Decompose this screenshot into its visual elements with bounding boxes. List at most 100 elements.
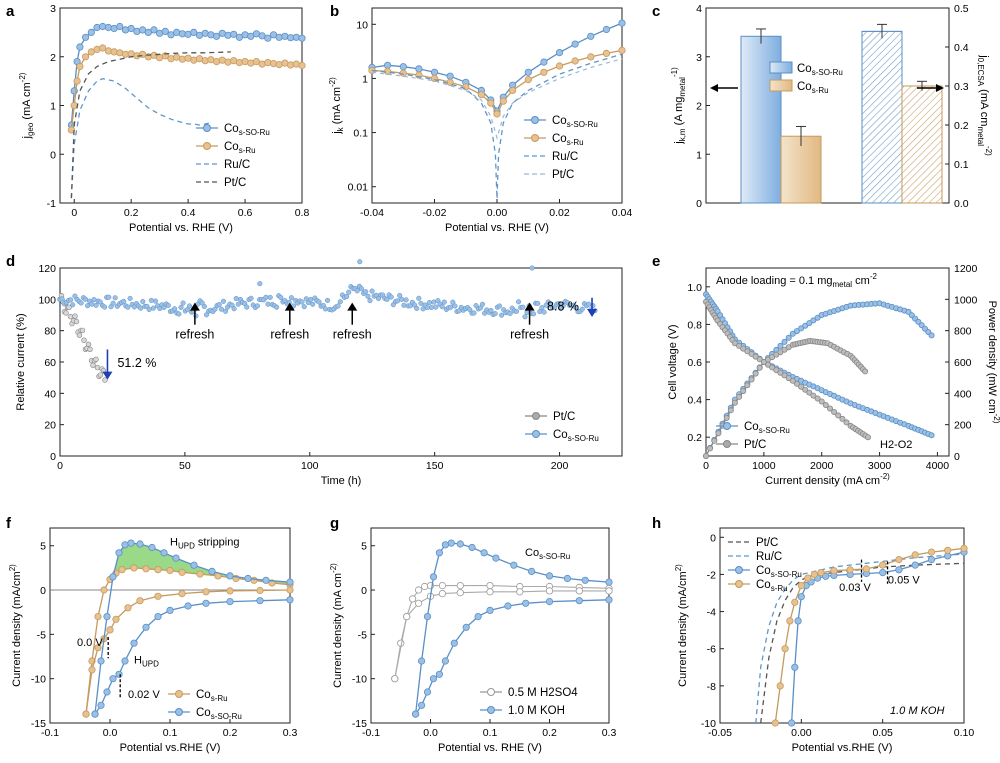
d-cosoru-point (165, 302, 171, 308)
b-series-1-point (487, 99, 495, 107)
e-series-3-point (744, 382, 751, 389)
y-tick-label-right: 800 (954, 326, 972, 338)
d-cosoru-point (89, 301, 95, 307)
y-tick-label: 0.01 (348, 182, 369, 194)
d-cosoru-point (337, 299, 343, 305)
f-series-2-point (97, 657, 105, 665)
y-tick-label: -15 (31, 718, 46, 730)
h-series-2-point (911, 561, 919, 569)
x-tick-label: 0.2 (223, 727, 238, 739)
x-tick-label: 1000 (752, 460, 776, 472)
h-legend-1-label: Ru/C (756, 551, 782, 563)
d-cosoru-point (59, 296, 65, 302)
d-cosoru-point (439, 304, 445, 310)
d-ptc-point (87, 346, 93, 352)
f-series-2-point (208, 567, 216, 576)
d-refresh-arrowhead (284, 302, 295, 311)
panel-a-chart: 0 0.2 0.4 0.6 0.8 -1 0 1 2 3 Potential vs. RHE (V)… (18, 3, 309, 234)
y-tick-label: 5 (361, 541, 367, 553)
d-ptc-point (76, 332, 83, 338)
y-tick-label: -10 (701, 718, 716, 730)
a-series-2-line (70, 78, 212, 199)
h-annotation-1: 0.05 V (888, 575, 920, 587)
a-legend-2-label: Ru/C (224, 159, 250, 171)
d-cosoru-point (78, 300, 84, 306)
h-legend-2-swatch (735, 566, 743, 574)
g-series-2-point (545, 572, 554, 580)
g-series-3-point (450, 639, 458, 647)
panel-h-chart: -0.05 0.00 0.05 0.10 -10 -8 -6 -4 -2 0 Potential v… (674, 527, 974, 754)
y-tick-label: 20 (44, 420, 56, 432)
panel-label-h: h (652, 515, 661, 532)
g-series-3-point (429, 675, 438, 683)
a-series-1-point (298, 61, 306, 70)
d-cosoru-point (403, 297, 409, 303)
f-series-3-point (91, 710, 99, 718)
g-series-2-point (510, 561, 518, 569)
a-series-1-point (178, 55, 186, 63)
y-tick-label-left: 0 (696, 198, 702, 210)
a-series-0-point (150, 26, 158, 34)
f-series-1-point (112, 615, 120, 623)
e-series-2-point (781, 372, 788, 379)
d-cosoru-point (324, 297, 331, 303)
b-series-0-point (587, 32, 595, 40)
h-series-3-point (810, 570, 818, 579)
d-cosoru-point (176, 311, 182, 317)
d-cosoru-point (218, 306, 224, 312)
y-tick-label-right: 0.5 (954, 3, 969, 15)
h-series-1-line (755, 553, 965, 724)
g-series-1-point (414, 599, 423, 607)
a-series-0-point (264, 34, 272, 42)
panel-label-e: e (652, 253, 660, 270)
b-series-1-point (540, 68, 548, 76)
b-series-1-point (477, 91, 485, 99)
d-legend-0-label: Pt/C (553, 411, 575, 423)
g-series-2-point (429, 573, 438, 581)
h-series-2-point (879, 568, 887, 577)
d-ptc-point (102, 377, 108, 383)
f-series-2-point (244, 574, 252, 583)
d-cosoru-point (448, 304, 454, 310)
d-cosoru-point (586, 301, 592, 307)
e-series-3-point (723, 414, 730, 421)
b-series-1-point (493, 110, 501, 118)
x-axis-label: Potential vs. RHE (V) (445, 222, 549, 234)
e-series-2-point (740, 345, 747, 352)
d-cosoru-point (522, 314, 528, 320)
y-tick-label: 3 (50, 3, 56, 15)
b-series-0-point (399, 63, 407, 71)
d-cosoru-point (516, 299, 522, 305)
h-series-2-point (794, 617, 802, 625)
d-ptc-point (66, 304, 72, 310)
y-axis-label: Current density (mA/cm2)​ (674, 564, 689, 687)
a-series-1-point (104, 47, 113, 55)
d-cosoru-point (346, 289, 352, 295)
c-arrowhead-right (936, 84, 944, 92)
y-tick-label-right: 0 (954, 451, 960, 463)
b-series-1-point (524, 76, 532, 84)
d-cosoru-point (424, 305, 430, 311)
c-arrowhead-left (710, 84, 718, 92)
b-series-1-line (371, 49, 623, 116)
f-series-0-point (196, 570, 204, 578)
e-series-3-point (703, 452, 710, 459)
x-tick-label: 0.00 (487, 207, 508, 219)
e-series-2-point (777, 369, 784, 376)
g-series-2-point (447, 539, 455, 547)
d-refresh-arrowhead (524, 302, 535, 311)
y-tick-label: -1 (47, 198, 56, 210)
d-cosoru-point (235, 301, 241, 307)
b-series-0-point (383, 61, 392, 69)
f-legend-0-label: Cos-Ru​ (196, 689, 228, 703)
b-series-0-point (618, 19, 626, 27)
d-cosoru-point (146, 306, 152, 313)
g-series-3-point (474, 612, 482, 621)
y-tick-label: 1 (50, 101, 56, 113)
d-cosoru-point (416, 295, 422, 301)
e-series-1-point (798, 325, 805, 332)
g-series-2-point (468, 543, 476, 552)
b-series-1-point (508, 86, 517, 95)
e-series-3-point (715, 430, 722, 437)
d-cosoru-point (178, 304, 184, 310)
